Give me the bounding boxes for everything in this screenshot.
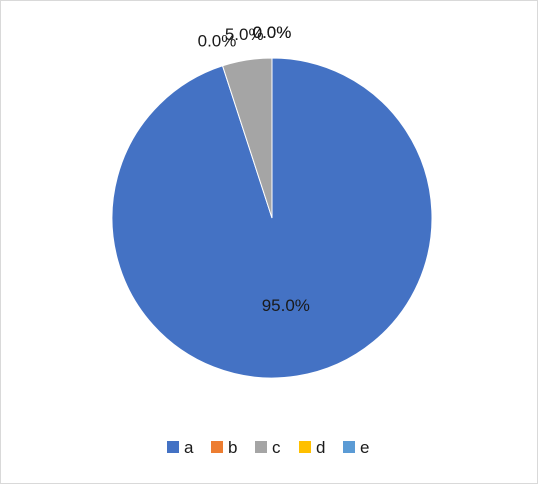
legend-swatch-a (167, 441, 179, 453)
legend-label-c: c (272, 438, 281, 457)
legend-label-b: b (228, 438, 237, 457)
data-label-c: 5.0% (225, 25, 264, 44)
pie-data-labels: 95.0%0.0%5.0%0.0%0.0% (198, 23, 310, 315)
data-label-b: 0.0% (198, 32, 237, 51)
legend-label-a: a (184, 438, 194, 457)
legend-swatch-e (343, 441, 355, 453)
legend-label-e: e (360, 438, 369, 457)
legend-swatch-c (255, 441, 267, 453)
pie-slices (111, 57, 433, 379)
legend-swatch-b (211, 441, 223, 453)
legend: a b c d e (167, 438, 369, 457)
data-label-d: 0.0% (253, 23, 292, 42)
pie-slice-c (221, 57, 273, 219)
data-label-a: 95.0% (262, 296, 310, 315)
data-label-e: 0.0% (253, 23, 292, 42)
legend-swatch-d (299, 441, 311, 453)
legend-label-d: d (316, 438, 325, 457)
